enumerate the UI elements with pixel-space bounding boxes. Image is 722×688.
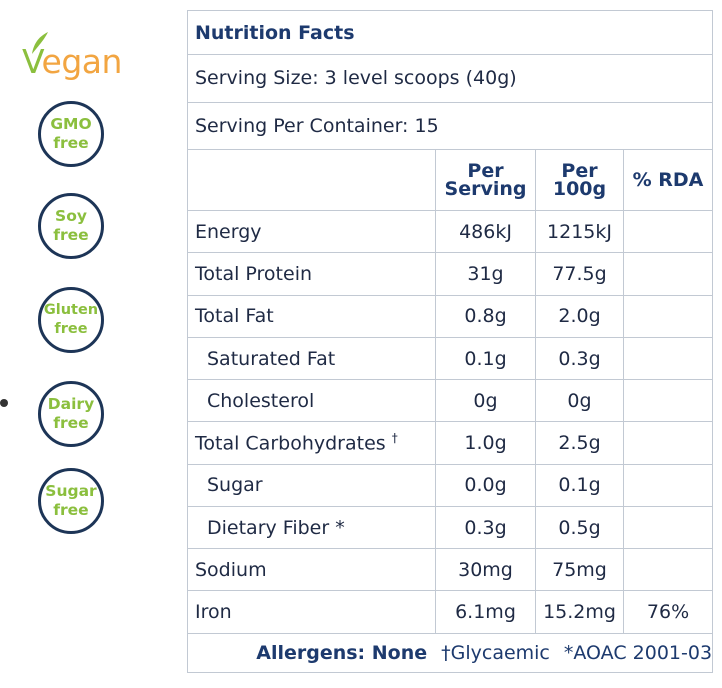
header-blank bbox=[187, 148, 436, 212]
rda-value bbox=[622, 336, 714, 381]
decorative-dot bbox=[0, 399, 8, 407]
badge-line1: Gluten bbox=[43, 302, 99, 318]
rda-value bbox=[622, 294, 714, 338]
serving-size-row: Serving Size: 3 level scoops (40g) bbox=[186, 54, 714, 103]
badge-line2: free bbox=[53, 414, 89, 432]
nutrient-label: Iron bbox=[187, 590, 436, 634]
rda-value bbox=[622, 210, 714, 254]
per-serving-value: 0.3g bbox=[435, 505, 536, 550]
per-100g-value: 0g bbox=[535, 379, 624, 423]
rda-value bbox=[622, 463, 714, 507]
per-100g-value: 15.2mg bbox=[535, 590, 624, 634]
per-serving-value: 0g bbox=[435, 379, 536, 423]
serving-size: Serving Size: 3 level scoops (40g) bbox=[186, 54, 714, 103]
per-100g-value: 0.3g bbox=[535, 336, 624, 381]
title-row: Nutrition Facts bbox=[186, 9, 714, 56]
sugar-free-badge: Sugar free bbox=[38, 468, 104, 534]
nutrient-label: Energy bbox=[187, 210, 436, 254]
servings-per-container: Serving Per Container: 15 bbox=[186, 101, 714, 150]
per-serving-value: 0.0g bbox=[435, 463, 536, 507]
per-serving-value: 6.1mg bbox=[435, 590, 536, 634]
per-serving-value: 0.8g bbox=[435, 294, 536, 338]
table-row: Dietary Fiber * 0.3g 0.5g bbox=[187, 505, 714, 550]
nutrient-label: Total Protein bbox=[187, 252, 436, 296]
nutrient-label: Dietary Fiber * bbox=[187, 505, 436, 550]
gluten-free-badge: Gluten free bbox=[38, 287, 104, 353]
header-rda: % RDA bbox=[622, 148, 714, 212]
per-serving-value: 31g bbox=[435, 252, 536, 296]
rda-value bbox=[622, 548, 714, 592]
nutrient-label: Sodium bbox=[187, 548, 436, 592]
table-row: Cholesterol 0g 0g bbox=[187, 379, 714, 423]
table-row: Sodium 30mg 75mg bbox=[187, 548, 714, 592]
table-row: Sugar 0.0g 0.1g bbox=[187, 463, 714, 507]
table-row: Saturated Fat 0.1g 0.3g bbox=[187, 336, 714, 381]
nutrient-label: Cholesterol bbox=[187, 379, 436, 423]
table-title: Nutrition Facts bbox=[186, 9, 714, 56]
per-100g-value: 2.5g bbox=[535, 421, 624, 465]
soy-free-badge: Soy free bbox=[38, 193, 104, 259]
footer-row: Allergens: None †Glycaemic *AOAC 2001-03 bbox=[186, 632, 714, 674]
table-row: Total Fat 0.8g 2.0g bbox=[187, 294, 714, 338]
badge-line2: free bbox=[53, 226, 89, 244]
leaf-icon bbox=[32, 32, 48, 54]
per-serving-value: 486kJ bbox=[435, 210, 536, 254]
badge-line2: free bbox=[54, 321, 88, 337]
nutrition-facts-table: Nutrition Facts Serving Size: 3 level sc… bbox=[186, 9, 714, 674]
servings-per-container-row: Serving Per Container: 15 bbox=[186, 101, 714, 150]
badge-line1: Dairy bbox=[47, 395, 95, 413]
nutrient-label: Total Carbohydrates bbox=[195, 432, 386, 455]
nutrient-label: Total Fat bbox=[187, 294, 436, 338]
rda-value bbox=[622, 421, 714, 465]
per-100g-value: 0.1g bbox=[535, 463, 624, 507]
per-100g-value: 2.0g bbox=[535, 294, 624, 338]
badge-line2: free bbox=[53, 501, 89, 519]
table-row: Total Protein 31g 77.5g bbox=[187, 252, 714, 296]
rda-value bbox=[622, 505, 714, 550]
rda-value: 76% bbox=[622, 590, 714, 634]
header-text: 100g bbox=[552, 178, 607, 200]
table-row: Total Carbohydrates † 1.0g 2.5g bbox=[187, 421, 714, 465]
rda-value bbox=[622, 379, 714, 423]
aoac-note: *AOAC 2001-03 bbox=[563, 641, 713, 664]
header-row: Per Serving Per 100g % RDA bbox=[187, 148, 714, 212]
nutrient-label-cell: Total Carbohydrates † bbox=[187, 421, 436, 465]
nutrient-label: Saturated Fat bbox=[187, 336, 436, 381]
table-row: Iron 6.1mg 15.2mg 76% bbox=[187, 590, 714, 634]
vegan-logo: Vegan bbox=[10, 28, 122, 81]
vegan-v: V bbox=[22, 42, 42, 81]
table-row: Energy 486kJ 1215kJ bbox=[187, 210, 714, 254]
header-text: Per bbox=[561, 160, 598, 182]
allergens-note: Allergens: None bbox=[256, 641, 428, 664]
glycaemic-mark: † bbox=[391, 431, 398, 446]
dairy-free-badge: Dairy free bbox=[38, 381, 104, 447]
badge-line1: Sugar bbox=[45, 482, 97, 500]
per-100g-value: 1215kJ bbox=[535, 210, 624, 254]
badge-line1: Soy bbox=[55, 207, 87, 225]
gmo-free-badge: GMO free bbox=[38, 101, 104, 167]
per-100g-value: 75mg bbox=[535, 548, 624, 592]
per-100g-value: 0.5g bbox=[535, 505, 624, 550]
header-text: Serving bbox=[444, 178, 527, 200]
header-text: Per bbox=[467, 160, 504, 182]
glycaemic-note: †Glycaemic bbox=[441, 641, 550, 664]
nutrient-label: Sugar bbox=[187, 463, 436, 507]
footer-cell: Allergens: None †Glycaemic *AOAC 2001-03 bbox=[186, 632, 714, 674]
badge-line1: GMO bbox=[50, 115, 92, 133]
vegan-label: Vegan bbox=[22, 42, 122, 81]
per-serving-value: 1.0g bbox=[435, 421, 536, 465]
header-per-100g: Per 100g bbox=[535, 148, 624, 212]
header-per-serving: Per Serving bbox=[435, 148, 536, 212]
rda-value bbox=[622, 252, 714, 296]
per-serving-value: 30mg bbox=[435, 548, 536, 592]
per-serving-value: 0.1g bbox=[435, 336, 536, 381]
vegan-rest: egan bbox=[41, 42, 123, 81]
badge-line2: free bbox=[53, 134, 89, 152]
per-100g-value: 77.5g bbox=[535, 252, 624, 296]
